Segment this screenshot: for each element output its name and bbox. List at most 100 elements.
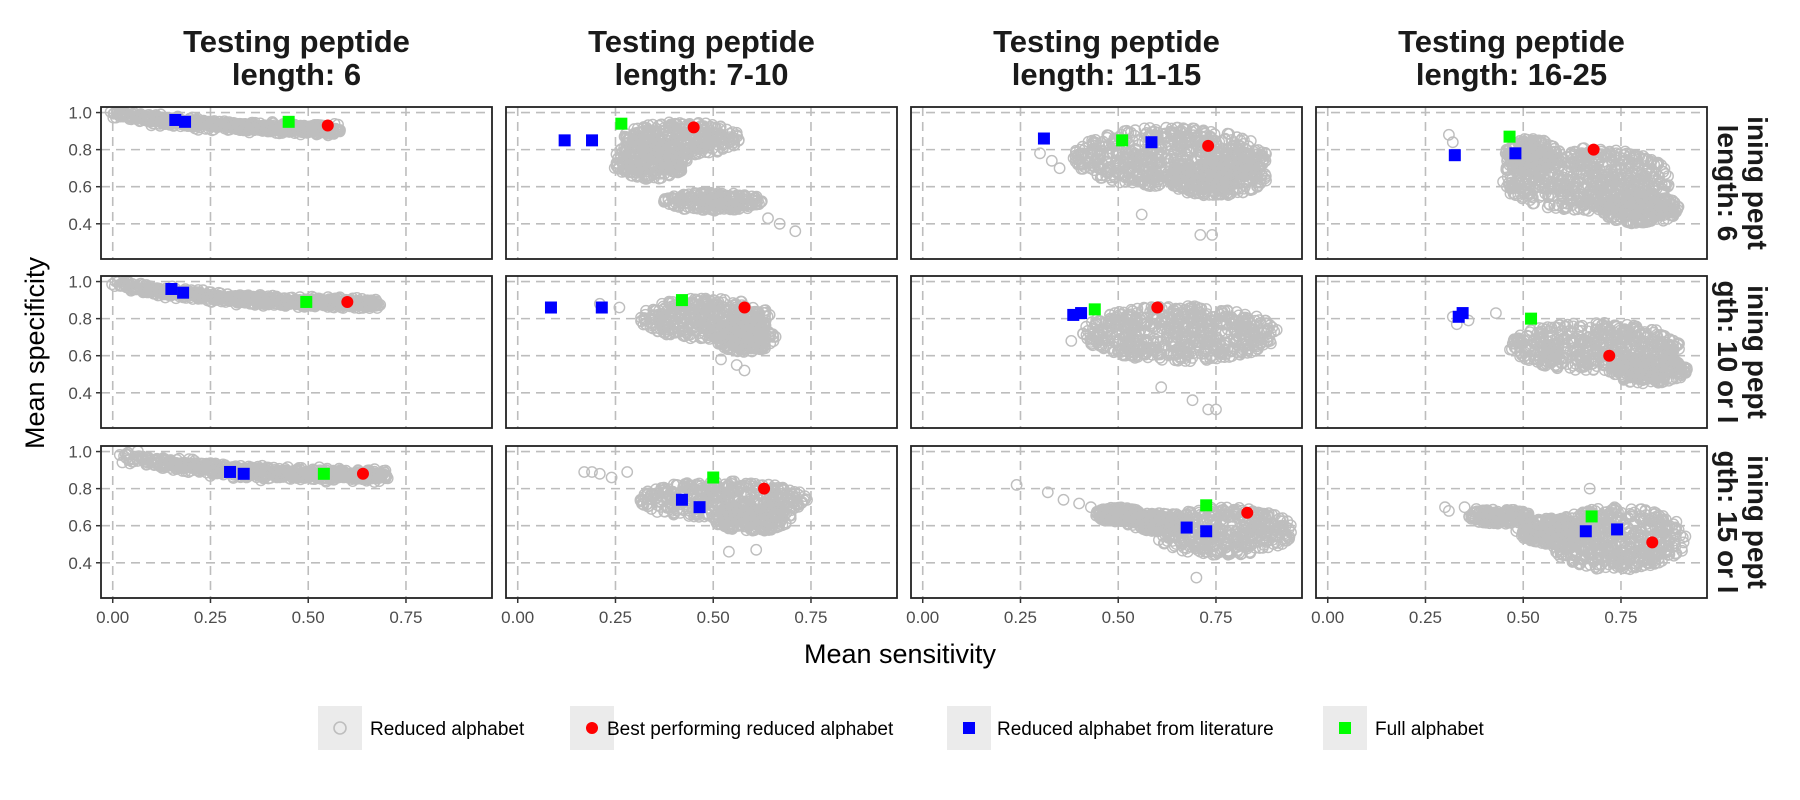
reduced-alphabet-point bbox=[113, 279, 126, 292]
y-tick-label: 0.4 bbox=[68, 384, 92, 403]
y-tick-label: 0.6 bbox=[68, 178, 92, 197]
reduced-alphabet-point bbox=[1074, 149, 1087, 162]
reduced-alphabet-point bbox=[1212, 147, 1225, 160]
reduced-alphabet-point bbox=[267, 124, 280, 137]
reduced-alphabet-point bbox=[129, 111, 142, 123]
reduced-alphabet-point bbox=[1135, 208, 1148, 221]
y-tick-label: 0.4 bbox=[68, 215, 92, 234]
literature-alphabet-point bbox=[1037, 132, 1050, 145]
reduced-alphabet-point bbox=[732, 134, 745, 146]
reduced-alphabet-point bbox=[1512, 162, 1525, 175]
reduced-alphabet-point bbox=[1537, 163, 1550, 176]
reduced-alphabet-point bbox=[656, 157, 668, 170]
reduced-alphabet-point bbox=[1226, 183, 1239, 196]
reduced-alphabet-point bbox=[1076, 140, 1089, 153]
best-reduced-alphabet-point bbox=[321, 119, 334, 132]
best-reduced-alphabet-point bbox=[1587, 143, 1600, 156]
reduced-alphabet-point bbox=[1130, 152, 1143, 165]
reduced-alphabet-point bbox=[1603, 164, 1616, 177]
reduced-alphabet-point bbox=[1652, 170, 1665, 183]
y-tick-label: 1.0 bbox=[68, 104, 92, 123]
reduced-alphabet-point bbox=[645, 153, 658, 165]
reduced-alphabet-point bbox=[1443, 128, 1455, 141]
best-reduced-alphabet-point bbox=[341, 295, 354, 308]
reduced-alphabet-point bbox=[660, 328, 673, 341]
reduced-alphabet-point bbox=[1588, 191, 1600, 204]
reduced-alphabet-point bbox=[1259, 152, 1271, 165]
full-alphabet-point bbox=[1116, 134, 1129, 147]
reduced-alphabet-point bbox=[1633, 208, 1645, 221]
reduced-alphabet-point bbox=[747, 327, 760, 340]
reduced-alphabet-point bbox=[711, 145, 724, 158]
reduced-alphabet-point bbox=[677, 193, 690, 205]
panel-border bbox=[910, 106, 1303, 260]
reduced-alphabet-point bbox=[1508, 187, 1521, 200]
y-tick-label: 0.8 bbox=[68, 141, 92, 160]
reduced-alphabet-point bbox=[737, 193, 750, 206]
reduced-alphabet-point bbox=[671, 150, 684, 163]
literature-alphabet-point bbox=[169, 113, 182, 126]
reduced-alphabet-point bbox=[744, 320, 756, 333]
reduced-alphabet-point bbox=[1650, 182, 1663, 195]
reduced-alphabet-point bbox=[1205, 125, 1218, 138]
reduced-alphabet-point bbox=[675, 147, 687, 160]
panel-r0-c3 bbox=[1315, 106, 1708, 260]
reduced-alphabet-point bbox=[119, 279, 132, 291]
reduced-alphabet-point bbox=[306, 120, 318, 132]
best-reduced-alphabet-point bbox=[1202, 139, 1215, 152]
reduced-alphabet-point bbox=[1539, 187, 1552, 200]
reduced-alphabet-point bbox=[1611, 214, 1624, 226]
reduced-alphabet-point bbox=[1542, 190, 1554, 202]
reduced-alphabet-point bbox=[641, 171, 654, 184]
reduced-alphabet-point bbox=[724, 203, 737, 216]
reduced-alphabet-point bbox=[1641, 197, 1654, 210]
reduced-alphabet-point bbox=[142, 285, 155, 298]
reduced-alphabet-point bbox=[194, 286, 207, 299]
reduced-alphabet-point bbox=[1570, 180, 1583, 193]
reduced-alphabet-point bbox=[114, 110, 127, 123]
reduced-alphabet-point bbox=[1504, 181, 1517, 194]
literature-alphabet-point bbox=[586, 134, 599, 147]
reduced-alphabet-point bbox=[1575, 195, 1588, 208]
reduced-alphabet-point bbox=[206, 124, 218, 137]
panel-border bbox=[100, 275, 493, 429]
reduced-alphabet-point bbox=[234, 295, 247, 307]
reduced-alphabet-point bbox=[620, 130, 632, 143]
reduced-alphabet-point bbox=[759, 304, 772, 317]
reduced-alphabet-point bbox=[695, 292, 708, 305]
panel-r0-c0: 0.4 0.6 0.8 1.0 bbox=[68, 104, 493, 260]
reduced-alphabet-point bbox=[694, 332, 707, 345]
reduced-alphabet-point bbox=[296, 120, 309, 133]
y-tick-label: 0.6 bbox=[68, 347, 92, 366]
reduced-alphabet-point bbox=[1645, 213, 1658, 226]
reduced-alphabet-point bbox=[248, 290, 260, 303]
reduced-alphabet-point bbox=[1186, 175, 1199, 188]
reduced-alphabet-point bbox=[267, 296, 280, 309]
reduced-alphabet-point bbox=[1539, 174, 1552, 187]
reduced-alphabet-point bbox=[1197, 186, 1209, 199]
panel-border bbox=[100, 106, 493, 260]
reduced-alphabet-point bbox=[650, 166, 663, 179]
reduced-alphabet-point bbox=[1552, 170, 1564, 183]
reduced-alphabet-point bbox=[710, 191, 723, 204]
reduced-alphabet-point bbox=[1615, 162, 1628, 175]
reduced-alphabet-point bbox=[695, 300, 708, 313]
full-alphabet-point bbox=[300, 295, 313, 308]
reduced-alphabet-point bbox=[1506, 179, 1519, 191]
reduced-alphabet-point bbox=[153, 283, 165, 296]
reduced-alphabet-point bbox=[1095, 144, 1108, 157]
reduced-alphabet-point bbox=[1109, 157, 1122, 170]
reduced-alphabet-point bbox=[1504, 187, 1517, 200]
reduced-alphabet-point bbox=[1548, 199, 1561, 212]
reduced-alphabet-point bbox=[1601, 204, 1613, 216]
reduced-alphabet-point bbox=[1601, 182, 1614, 195]
reduced-alphabet-point bbox=[252, 120, 265, 132]
literature-alphabet-point bbox=[1145, 136, 1158, 149]
reduced-alphabet-point bbox=[707, 294, 720, 306]
reduced-alphabet-point bbox=[718, 309, 730, 321]
reduced-alphabet-point bbox=[218, 122, 231, 135]
reduced-alphabet-point bbox=[1053, 162, 1066, 175]
reduced-alphabet-point bbox=[613, 301, 626, 314]
reduced-alphabet-point bbox=[1137, 153, 1149, 166]
reduced-alphabet-point bbox=[747, 333, 760, 346]
